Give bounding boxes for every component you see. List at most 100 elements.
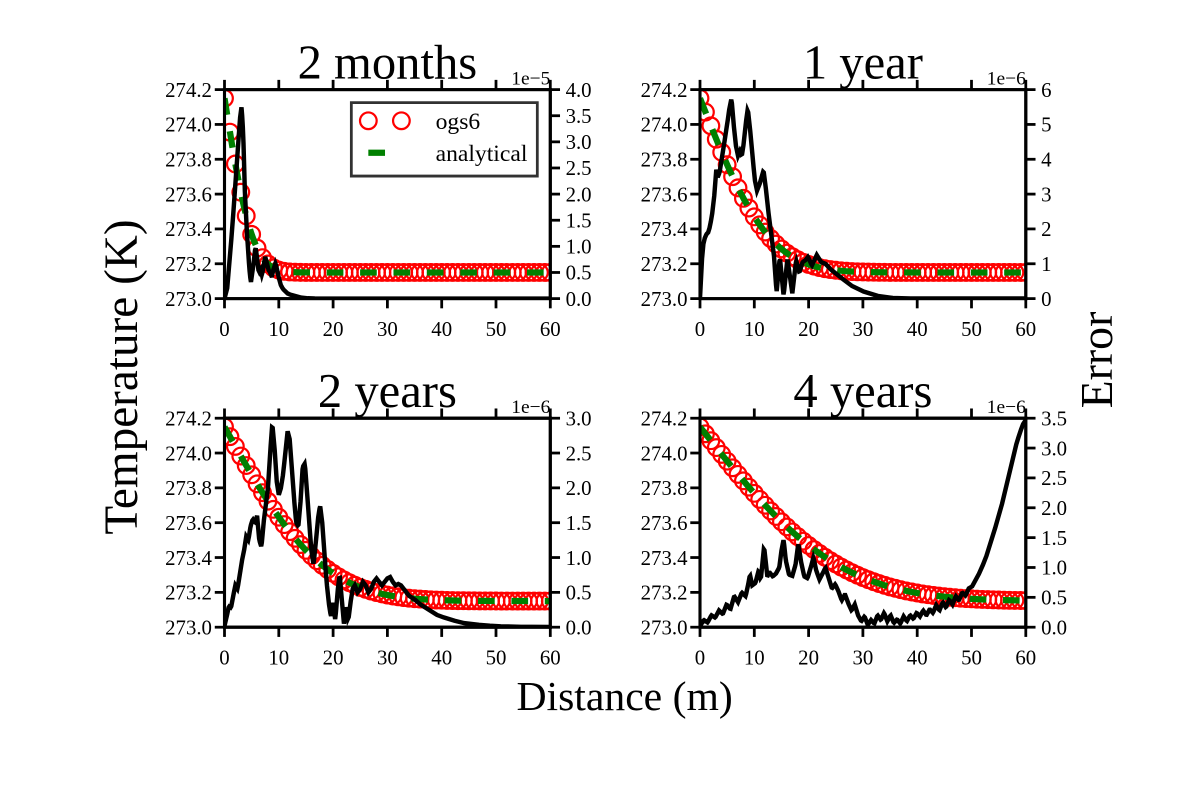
svg-text:60: 60 [1015, 646, 1036, 670]
svg-text:40: 40 [431, 646, 452, 670]
svg-text:4.0: 4.0 [566, 78, 592, 102]
svg-text:274.0: 274.0 [641, 441, 688, 465]
svg-text:4: 4 [1041, 147, 1052, 171]
svg-text:3.0: 3.0 [566, 406, 592, 430]
svg-text:60: 60 [540, 317, 561, 341]
svg-text:10: 10 [268, 317, 289, 341]
svg-text:5: 5 [1041, 113, 1051, 137]
svg-text:60: 60 [540, 646, 561, 670]
svg-text:1e−6: 1e−6 [511, 397, 550, 418]
svg-text:273.6: 273.6 [165, 511, 212, 535]
svg-text:0.0: 0.0 [566, 287, 592, 311]
svg-text:273.2: 273.2 [641, 581, 688, 605]
svg-text:1.5: 1.5 [1041, 526, 1067, 550]
svg-text:3.0: 3.0 [566, 130, 592, 154]
svg-text:40: 40 [907, 317, 928, 341]
svg-text:1.5: 1.5 [566, 208, 592, 232]
svg-text:2.0: 2.0 [1041, 496, 1067, 520]
svg-text:30: 30 [852, 646, 873, 670]
svg-text:1 year: 1 year [803, 35, 923, 89]
svg-text:2.0: 2.0 [566, 182, 592, 206]
svg-text:2.0: 2.0 [566, 476, 592, 500]
svg-text:20: 20 [323, 646, 344, 670]
svg-text:40: 40 [907, 646, 928, 670]
svg-text:1.0: 1.0 [566, 235, 592, 259]
svg-text:273.0: 273.0 [165, 287, 212, 311]
svg-text:50: 50 [961, 646, 982, 670]
svg-text:1.0: 1.0 [1041, 556, 1067, 580]
svg-text:10: 10 [268, 646, 289, 670]
svg-text:0.0: 0.0 [1041, 615, 1067, 639]
svg-text:274.2: 274.2 [165, 78, 212, 102]
svg-text:2 years: 2 years [318, 364, 457, 418]
svg-text:Temperature (K): Temperature (K) [96, 219, 148, 534]
svg-text:274.2: 274.2 [641, 406, 688, 430]
svg-text:ogs6: ogs6 [436, 109, 481, 135]
svg-text:50: 50 [486, 317, 507, 341]
svg-text:2.5: 2.5 [1041, 466, 1067, 490]
svg-text:0: 0 [219, 646, 229, 670]
svg-text:0: 0 [695, 646, 705, 670]
svg-text:analytical: analytical [436, 141, 528, 167]
svg-text:0.0: 0.0 [566, 615, 592, 639]
svg-text:2.5: 2.5 [566, 441, 592, 465]
svg-text:273.2: 273.2 [641, 252, 688, 276]
svg-text:273.8: 273.8 [165, 476, 212, 500]
svg-text:273.4: 273.4 [165, 546, 212, 570]
svg-text:4 years: 4 years [793, 364, 932, 418]
svg-text:0.5: 0.5 [566, 581, 592, 605]
svg-text:0.5: 0.5 [566, 261, 592, 285]
svg-text:273.6: 273.6 [165, 182, 212, 206]
svg-text:60: 60 [1015, 317, 1036, 341]
svg-text:274.0: 274.0 [165, 113, 212, 137]
svg-text:273.8: 273.8 [165, 147, 212, 171]
svg-text:274.2: 274.2 [165, 406, 212, 430]
svg-text:273.0: 273.0 [641, 615, 688, 639]
svg-text:0: 0 [1041, 287, 1051, 311]
svg-text:273.8: 273.8 [641, 147, 688, 171]
svg-text:30: 30 [852, 317, 873, 341]
svg-text:3: 3 [1041, 182, 1051, 206]
svg-text:273.2: 273.2 [165, 252, 212, 276]
svg-text:2 months: 2 months [298, 35, 478, 89]
svg-text:0: 0 [219, 317, 229, 341]
svg-text:20: 20 [798, 317, 819, 341]
svg-text:10: 10 [744, 646, 765, 670]
svg-text:3.5: 3.5 [566, 104, 592, 128]
svg-text:273.0: 273.0 [641, 287, 688, 311]
svg-text:273.6: 273.6 [641, 182, 688, 206]
svg-text:50: 50 [961, 317, 982, 341]
svg-text:6: 6 [1041, 78, 1051, 102]
svg-text:1e−5: 1e−5 [511, 69, 550, 90]
svg-text:273.4: 273.4 [165, 217, 212, 241]
svg-text:274.0: 274.0 [641, 113, 688, 137]
svg-text:273.8: 273.8 [641, 476, 688, 500]
svg-text:2.5: 2.5 [566, 156, 592, 180]
svg-text:273.4: 273.4 [641, 217, 688, 241]
svg-text:273.4: 273.4 [641, 546, 688, 570]
svg-text:0.5: 0.5 [1041, 586, 1067, 610]
svg-text:273.2: 273.2 [165, 581, 212, 605]
svg-text:0: 0 [695, 317, 705, 341]
svg-text:1.0: 1.0 [566, 546, 592, 570]
svg-text:1: 1 [1041, 252, 1051, 276]
svg-text:274.0: 274.0 [165, 441, 212, 465]
svg-text:Error: Error [1071, 312, 1122, 409]
svg-text:1e−6: 1e−6 [987, 69, 1026, 90]
svg-text:20: 20 [323, 317, 344, 341]
svg-text:3.0: 3.0 [1041, 436, 1067, 460]
svg-text:2: 2 [1041, 217, 1051, 241]
svg-text:274.2: 274.2 [641, 78, 688, 102]
svg-text:40: 40 [431, 317, 452, 341]
svg-text:10: 10 [744, 317, 765, 341]
svg-text:273.6: 273.6 [641, 511, 688, 535]
svg-text:30: 30 [377, 646, 398, 670]
svg-text:50: 50 [486, 646, 507, 670]
svg-text:273.0: 273.0 [165, 615, 212, 639]
svg-text:20: 20 [798, 646, 819, 670]
svg-text:1.5: 1.5 [566, 511, 592, 535]
svg-text:Distance (m): Distance (m) [516, 674, 732, 720]
svg-text:3.5: 3.5 [1041, 406, 1067, 430]
svg-text:30: 30 [377, 317, 398, 341]
svg-text:1e−6: 1e−6 [987, 397, 1026, 418]
